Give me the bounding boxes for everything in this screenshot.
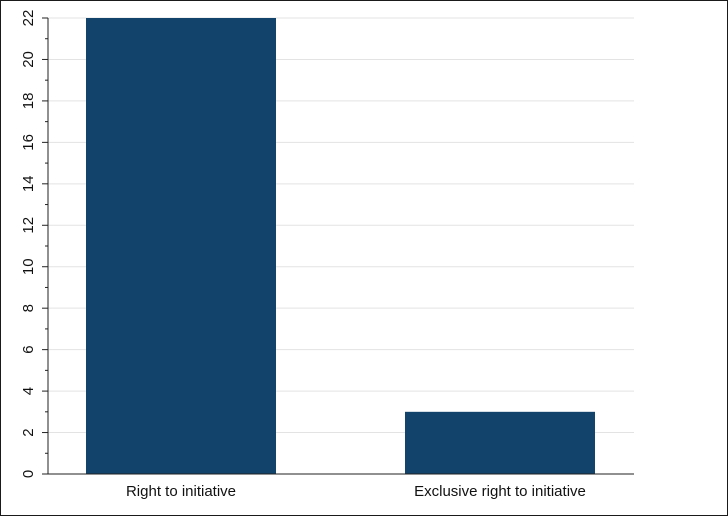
y-tick-label: 12 <box>20 217 37 234</box>
x-category-label: Exclusive right to initiative <box>414 483 586 500</box>
y-ticks: 0 2 4 6 8 10 12 14 16 18 20 22 <box>20 10 48 478</box>
y-tick-label: 6 <box>20 345 37 353</box>
y-tick-label: 8 <box>20 304 37 312</box>
y-tick-label: 2 <box>20 428 37 436</box>
bars <box>86 18 595 474</box>
y-tick-label: 4 <box>20 387 37 395</box>
y-tick-label: 18 <box>20 93 37 110</box>
y-tick-label: 10 <box>20 258 37 275</box>
y-tick-label: 14 <box>20 175 37 192</box>
x-category-label: Right to initiative <box>126 483 236 500</box>
y-tick-label: 0 <box>20 470 37 478</box>
y-tick-label: 20 <box>20 51 37 68</box>
y-tick-label: 16 <box>20 134 37 151</box>
bar <box>405 411 595 474</box>
x-category-labels: Right to initiative Exclusive right to in… <box>126 483 586 500</box>
y-tick-label: 22 <box>20 10 37 27</box>
bar <box>86 18 276 474</box>
